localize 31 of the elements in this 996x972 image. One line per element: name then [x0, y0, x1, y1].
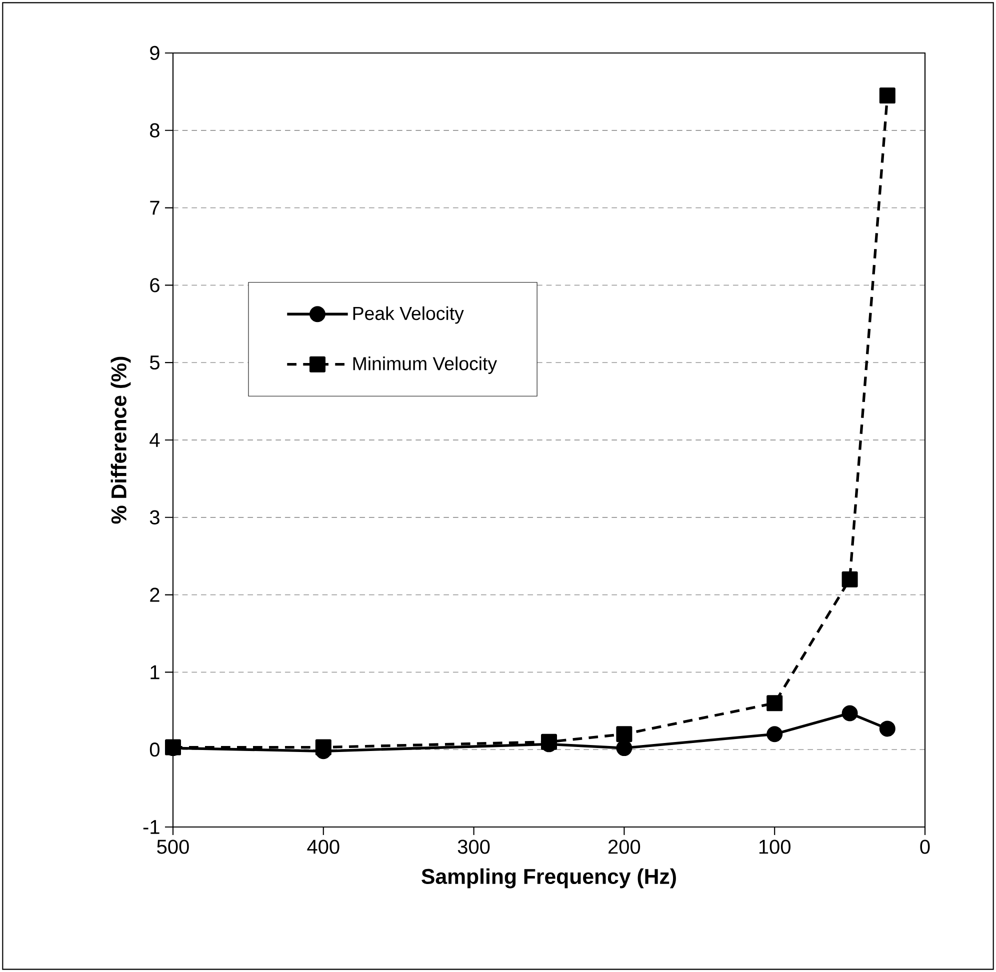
- y-axis-title: % Difference (%): [110, 356, 131, 524]
- point: [616, 740, 632, 756]
- point: [842, 705, 858, 722]
- x-tick-label: 500: [157, 840, 189, 854]
- y-tick-label: 3: [150, 510, 160, 524]
- y-tick-label: 9: [150, 46, 160, 60]
- x-tick-label: 300: [458, 840, 490, 854]
- y-tick-label: 5: [150, 356, 160, 370]
- y-tick-label: -1: [143, 820, 160, 834]
- y-tick-label: 2: [150, 588, 160, 602]
- x-axis-title: Sampling Frequency (Hz): [422, 868, 676, 888]
- point: [616, 726, 632, 742]
- x-tick-label: 0: [920, 840, 930, 854]
- point: [879, 720, 896, 737]
- y-tick-label: 7: [150, 200, 160, 215]
- point: [766, 695, 783, 712]
- legend-label: Minimum Velocity: [353, 356, 498, 374]
- x-tick-label: 200: [608, 840, 640, 854]
- point: [879, 88, 896, 104]
- point: [540, 734, 557, 750]
- y-tick-label: 1: [150, 665, 160, 680]
- point: [766, 726, 783, 742]
- y-tick-label: 4: [150, 433, 160, 447]
- legend-label: Peak Velocity: [353, 306, 464, 324]
- point: [315, 739, 332, 756]
- y-tick-label: 8: [150, 123, 160, 138]
- y-tick-label: 6: [150, 278, 160, 292]
- x-tick-label: 400: [307, 840, 340, 854]
- point: [842, 571, 858, 588]
- x-tick-label: 100: [759, 840, 790, 854]
- y-tick-label: 0: [150, 742, 160, 757]
